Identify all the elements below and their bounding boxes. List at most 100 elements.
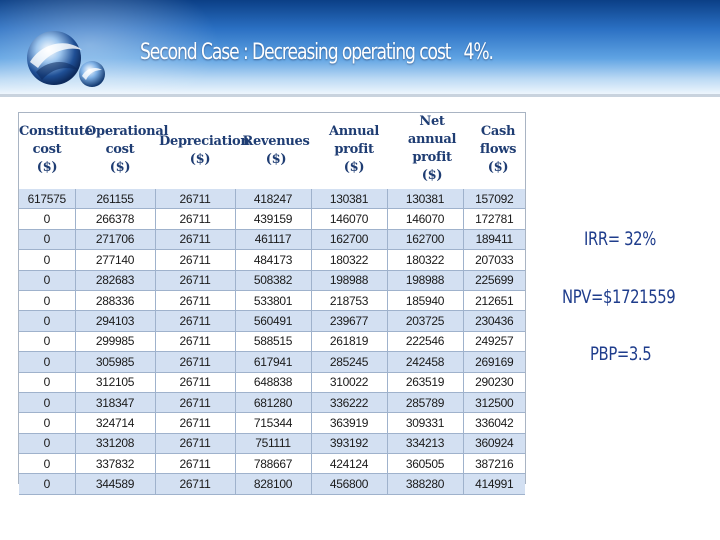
header-banner: Second Case : Decreasing operating cost … xyxy=(0,0,720,94)
table-cell: 26711 xyxy=(155,351,236,373)
header-cash-flows: Cash flows ($) xyxy=(479,124,517,175)
table-cell: 0 xyxy=(19,372,76,393)
npv-value: NPV=$1721559 xyxy=(562,286,676,308)
table-cell: 294103 xyxy=(75,310,156,332)
table-cell: 26711 xyxy=(155,372,236,393)
table-cell: 414991 xyxy=(463,473,525,495)
table-cell: 277140 xyxy=(75,249,156,271)
table-cell: 198988 xyxy=(311,270,388,291)
table-cell: 239677 xyxy=(311,310,388,332)
table-cell: 207033 xyxy=(463,249,525,271)
table-cell: 334213 xyxy=(387,433,464,455)
table-cell: 271706 xyxy=(75,229,156,251)
table-cell: 26711 xyxy=(155,392,236,414)
table-cell: 715344 xyxy=(235,412,312,434)
table-cell: 788667 xyxy=(235,453,312,475)
table-cell: 318347 xyxy=(75,392,156,414)
table-cell: 172781 xyxy=(463,208,525,230)
table-cell: 0 xyxy=(19,392,76,414)
table-row: 0 299985 26711 588515 261819 222546 249257 xyxy=(19,331,525,353)
table-row: 0 288336 26711 533801 218753 185940 212651 xyxy=(19,290,525,312)
table-cell: 162700 xyxy=(387,229,464,251)
table-cell: 0 xyxy=(19,290,76,312)
table-cell: 0 xyxy=(19,208,76,230)
table-row: 0 266378 26711 439159 146070 146070 172781 xyxy=(19,208,525,230)
table-cell: 26711 xyxy=(155,331,236,353)
table-cell: 305985 xyxy=(75,351,156,373)
table-cell: 285789 xyxy=(387,392,464,414)
table-cell: 560491 xyxy=(235,310,312,332)
table-cell: 360924 xyxy=(463,433,525,455)
table-cell: 309331 xyxy=(387,412,464,434)
table-cell: 456800 xyxy=(311,473,388,495)
table-cell: 388280 xyxy=(387,473,464,495)
table-header: Constitute cost ($) Operational cost ($)… xyxy=(19,113,525,189)
header-constitute-cost: Constitute cost ($) xyxy=(19,124,93,175)
table-cell: 0 xyxy=(19,412,76,434)
table-cell: 212651 xyxy=(463,290,525,312)
table-cell: 617575 xyxy=(19,189,76,210)
table-cell: 26711 xyxy=(155,412,236,434)
pbp-value: PBP=3.5 xyxy=(590,343,652,365)
table-cell: 363919 xyxy=(311,412,388,434)
table-cell: 299985 xyxy=(75,331,156,353)
table-cell: 310022 xyxy=(311,372,388,393)
table-cell: 26711 xyxy=(155,189,236,210)
table-cell: 222546 xyxy=(387,331,464,353)
table-cell: 344589 xyxy=(75,473,156,495)
header-depreciation: Depreciation ($) xyxy=(159,134,250,167)
banner-divider xyxy=(0,94,720,97)
table-cell: 266378 xyxy=(75,208,156,230)
globe-swirl-icon xyxy=(27,31,105,87)
table-cell: 393192 xyxy=(311,433,388,455)
table-cell: 290230 xyxy=(463,372,525,393)
table-cell: 681280 xyxy=(235,392,312,414)
table-cell: 26711 xyxy=(155,473,236,495)
table-cell: 203725 xyxy=(387,310,464,332)
table-cell: 146070 xyxy=(311,208,388,230)
table-cell: 418247 xyxy=(235,189,312,210)
table-cell: 336042 xyxy=(463,412,525,434)
table-cell: 331208 xyxy=(75,433,156,455)
table-cell: 26711 xyxy=(155,453,236,475)
table-cell: 242458 xyxy=(387,351,464,373)
table-cell: 26711 xyxy=(155,310,236,332)
table-cell: 0 xyxy=(19,453,76,475)
table-cell: 225699 xyxy=(463,270,525,291)
table-row: 0 312105 26711 648838 310022 263519 290230 xyxy=(19,372,525,393)
table-cell: 424124 xyxy=(311,453,388,475)
table-cell: 130381 xyxy=(311,189,388,210)
table-cell: 588515 xyxy=(235,331,312,353)
table-cell: 185940 xyxy=(387,290,464,312)
table-cell: 484173 xyxy=(235,249,312,271)
table-cell: 324714 xyxy=(75,412,156,434)
table-cell: 180322 xyxy=(311,249,388,271)
table-cell: 337832 xyxy=(75,453,156,475)
slide-title: Second Case : Decreasing operating cost … xyxy=(140,40,494,65)
table-cell: 336222 xyxy=(311,392,388,414)
table-cell: 162700 xyxy=(311,229,388,251)
table-cell: 263519 xyxy=(387,372,464,393)
table-cell: 189411 xyxy=(463,229,525,251)
table-cell: 249257 xyxy=(463,331,525,353)
table-cell: 285245 xyxy=(311,351,388,373)
table-cell: 533801 xyxy=(235,290,312,312)
table-cell: 0 xyxy=(19,249,76,271)
table-cell: 0 xyxy=(19,473,76,495)
header-annual-profit: Annual profit ($) xyxy=(328,124,379,175)
table-cell: 0 xyxy=(19,270,76,291)
table-cell: 312500 xyxy=(463,392,525,414)
table-body: 617575 261155 26711 418247 130381 130381 15709… xyxy=(19,189,525,495)
table-row: 0 331208 26711 751111 393192 334213 360924 xyxy=(19,433,525,455)
table-cell: 269169 xyxy=(463,351,525,373)
table-cell: 0 xyxy=(19,310,76,332)
table-cell: 146070 xyxy=(387,208,464,230)
table-cell: 0 xyxy=(19,229,76,251)
table-cell: 180322 xyxy=(387,249,464,271)
table-cell: 198988 xyxy=(387,270,464,291)
table-cell: 439159 xyxy=(235,208,312,230)
table-row: 0 318347 26711 681280 336222 285789 312500 xyxy=(19,392,525,414)
table-cell: 261819 xyxy=(311,331,388,353)
table-cell: 26711 xyxy=(155,208,236,230)
table-cell: 218753 xyxy=(311,290,388,312)
